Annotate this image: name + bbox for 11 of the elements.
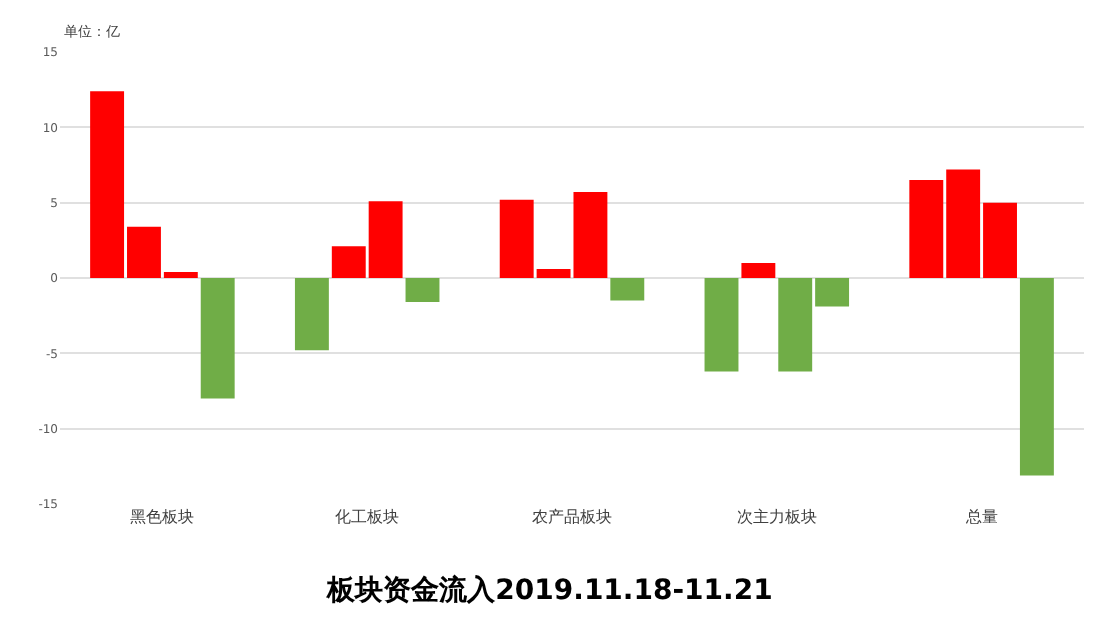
x-tick-label: 总量 [963,508,998,526]
bar [741,262,776,278]
bar [1019,278,1054,476]
x-tick-label: 黑色板块 [130,508,195,526]
x-tick-label: 农产品板块 [532,508,612,526]
bar [200,278,235,399]
bar [610,278,645,301]
bar [405,278,440,303]
x-tick-label: 化工板块 [335,508,400,526]
x-tick-label: 次主力板块 [736,508,817,526]
text: 板块资金流入2019.11.18-11.21 [325,573,773,608]
